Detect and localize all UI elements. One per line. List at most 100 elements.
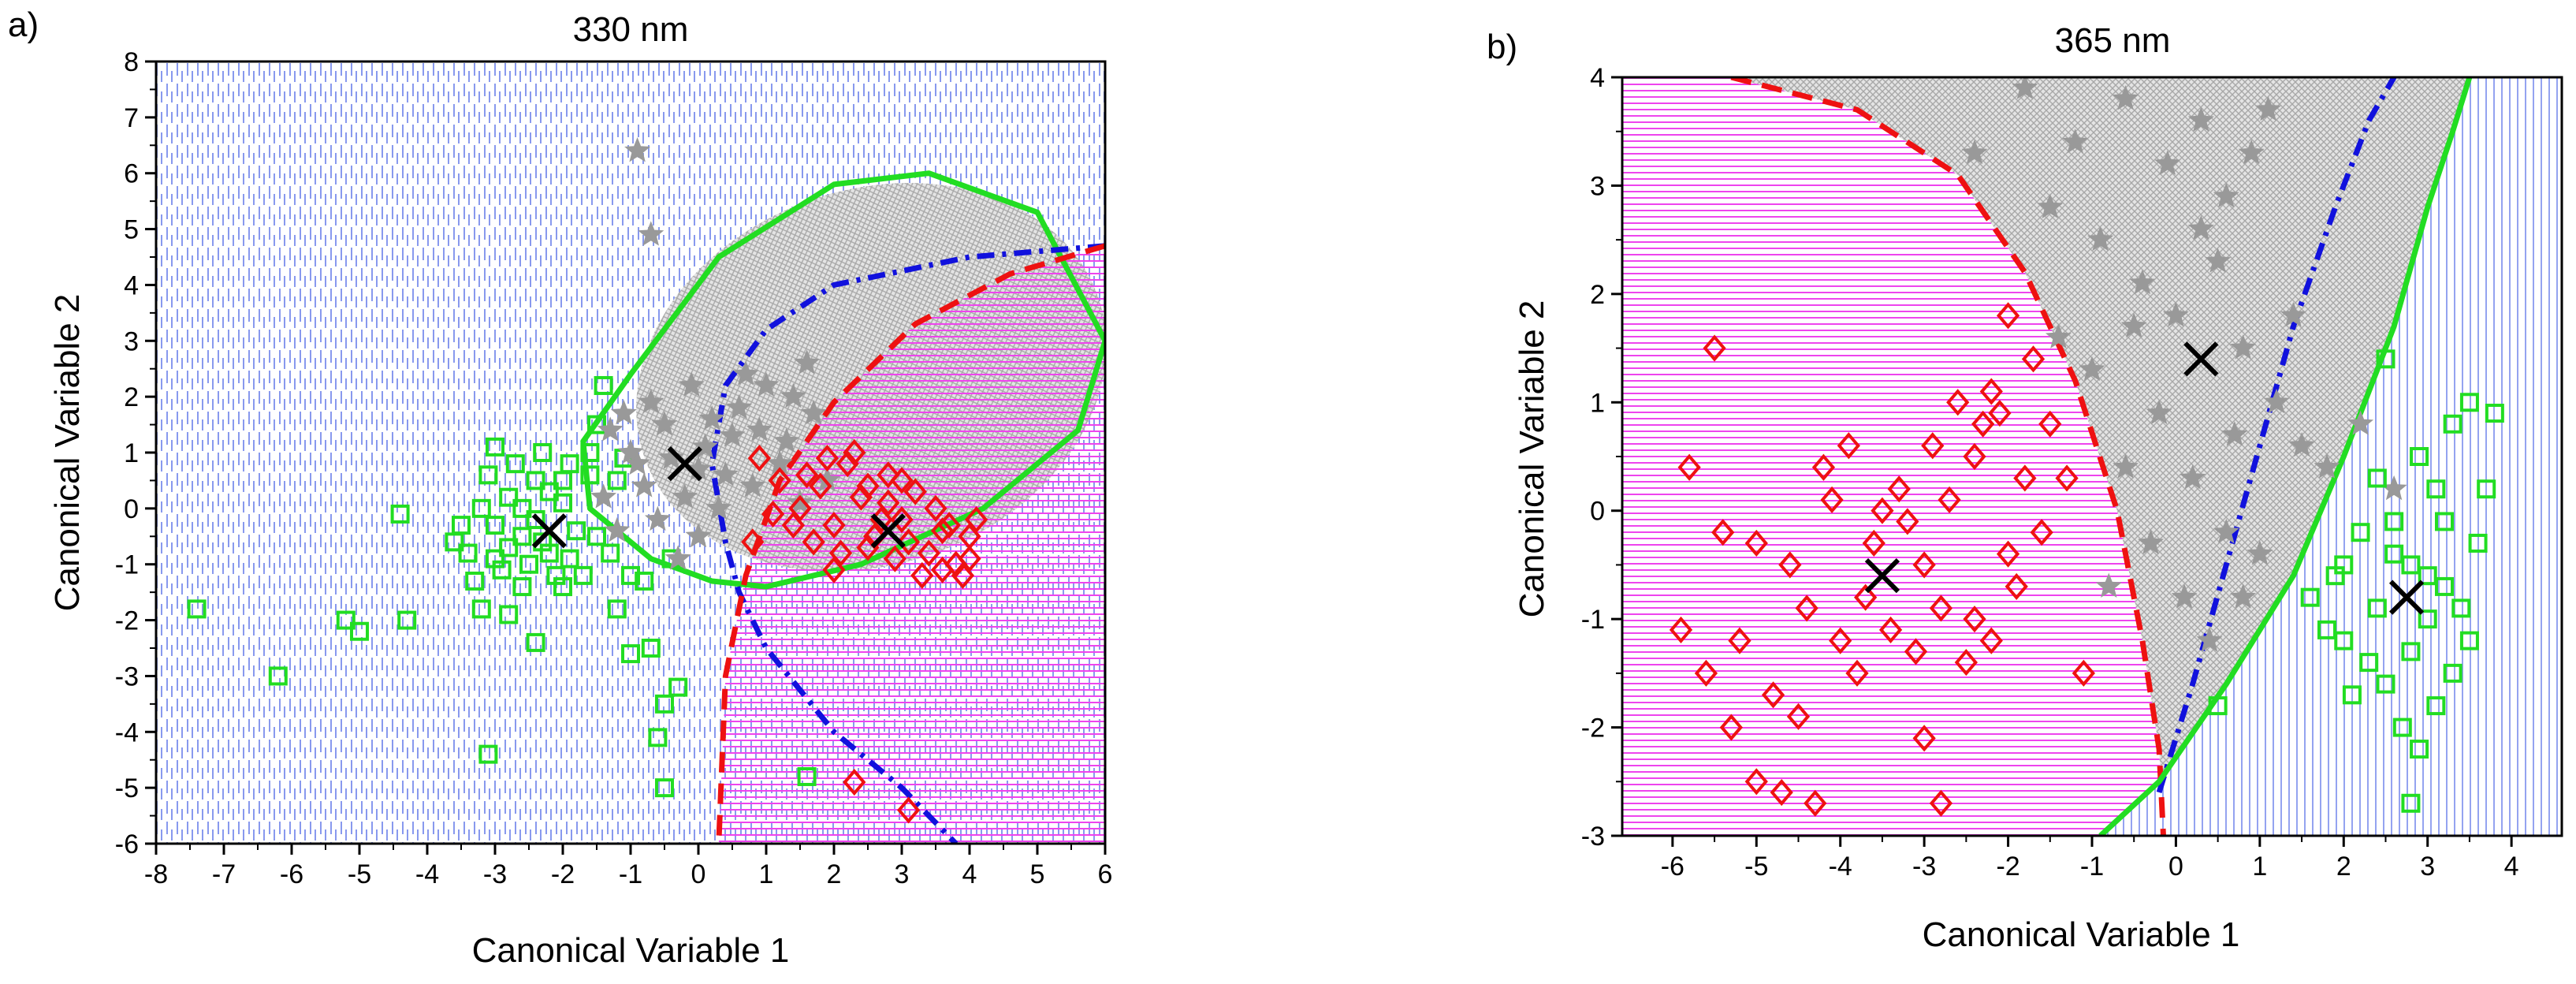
a-x-tick-label: -8 xyxy=(144,859,168,889)
b-star-point xyxy=(2062,129,2089,154)
a-x-tick-label: 2 xyxy=(827,859,842,889)
a-y-tick-label: 3 xyxy=(124,326,139,356)
b-x-tick-label: -3 xyxy=(1912,852,1936,882)
b-square-point xyxy=(2325,566,2345,586)
a-diamond-point xyxy=(910,561,934,589)
a-diamond-point xyxy=(836,450,859,478)
b-square-point xyxy=(2351,523,2370,542)
a-diamond-point xyxy=(822,556,846,583)
a-square-point xyxy=(512,527,532,546)
a-diamond-point xyxy=(741,528,765,556)
b-y-axis-label: Canonical Variable 2 xyxy=(1513,300,1551,618)
a-square-point xyxy=(635,571,654,591)
b-square-point xyxy=(2317,620,2336,639)
a-boundary-green-solid xyxy=(580,170,1105,590)
b-region-red xyxy=(1622,77,2164,836)
b-x-tick-label: -2 xyxy=(1996,852,2019,882)
a-square-point xyxy=(465,571,485,591)
b-diamond-point xyxy=(1770,778,1793,807)
a-star-point xyxy=(780,382,806,408)
b-square-point xyxy=(2468,533,2488,553)
a-y-tick-label: 1 xyxy=(124,438,139,468)
b-centroids xyxy=(1864,341,2425,615)
b-x-tick-label: -4 xyxy=(1829,852,1852,882)
a-square-point xyxy=(505,454,525,474)
b-diamond-point xyxy=(2072,659,2095,687)
a-diamond-point xyxy=(843,438,866,467)
a-region-red xyxy=(718,245,1105,844)
b-y-tick-label: 4 xyxy=(1590,63,1605,93)
a-diamond-point xyxy=(958,545,981,572)
b-star-point xyxy=(2213,182,2239,208)
panel-a: -8 -7 -6 -5 -4 -3 -2 -1 0 1 2 3 4 5 6 -6 -5 -4 -3 -2 -1 0 1 2 3 4… xyxy=(8,6,1113,970)
a-square-point xyxy=(397,610,417,630)
b-star-point xyxy=(2095,572,2122,598)
b-square-point xyxy=(2426,479,2446,499)
a-star-point xyxy=(631,472,657,498)
b-star-point xyxy=(2247,540,2273,565)
b-square-point xyxy=(2451,598,2471,618)
b-diamond-point xyxy=(1778,551,1802,579)
a-star-point xyxy=(651,411,678,436)
a-decision-regions xyxy=(156,62,1105,844)
b-star-point xyxy=(2171,583,2198,609)
b-y-tick-label: -3 xyxy=(1581,822,1605,852)
a-square-point xyxy=(512,577,532,597)
b-diamond-point xyxy=(2005,572,2028,600)
a-square-point xyxy=(519,554,538,574)
a-y-tick-label: -1 xyxy=(115,550,139,580)
b-star-point xyxy=(2037,193,2064,219)
b-boundary-green-solid xyxy=(2098,77,2473,836)
b-x-tick-label: 4 xyxy=(2504,852,2519,882)
b-y-tick-label: 1 xyxy=(1590,388,1605,418)
b-square-point xyxy=(2418,609,2437,629)
a-square-point xyxy=(478,744,498,764)
a-square-point xyxy=(499,605,519,624)
b-star-point xyxy=(2113,85,2139,110)
a-y-tick-label: 7 xyxy=(124,103,139,133)
b-star-point xyxy=(2221,421,2248,446)
a-square-point xyxy=(567,521,586,541)
b-diamond-point xyxy=(1804,789,1827,817)
a-star-point xyxy=(658,444,685,470)
a-diamond-point xyxy=(930,517,955,545)
b-diamond-point xyxy=(1988,399,2012,427)
b-diamond-point xyxy=(1862,529,1885,557)
a-star-point xyxy=(610,400,637,425)
b-star-point xyxy=(2230,583,2257,609)
a-star-point xyxy=(753,371,780,397)
b-star-point xyxy=(2263,388,2290,414)
a-square-point xyxy=(580,443,600,462)
b-star-point xyxy=(2238,139,2265,165)
b-x-tick-label: 2 xyxy=(2336,852,2351,882)
b-centroid-marker xyxy=(2388,580,2425,615)
a-square-point xyxy=(499,487,519,507)
a-axis-ticks: -8 -7 -6 -5 -4 -3 -2 -1 0 1 2 3 4 5 6 -6 -5 -4 -3 -2 -1 0 1 2 3 4… xyxy=(115,47,1113,889)
b-y-tick-label: 2 xyxy=(1590,280,1605,310)
b-centroid-marker xyxy=(2183,341,2219,377)
a-diamond-point xyxy=(822,512,846,539)
b-diamond-point xyxy=(1996,302,2020,330)
b-square-point xyxy=(2300,587,2320,607)
a-square-point xyxy=(587,415,606,434)
b-diamond-point xyxy=(1896,508,1919,535)
a-diamond-point xyxy=(877,489,900,516)
b-square-point xyxy=(2426,696,2446,716)
a-diamond-point xyxy=(802,528,825,556)
a-square-point xyxy=(539,482,559,501)
a-diamond-point xyxy=(883,545,907,572)
a-x-tick-label: 3 xyxy=(895,859,910,889)
b-star-point xyxy=(2162,301,2189,327)
a-star-point xyxy=(685,522,712,548)
b-star-point xyxy=(2012,77,2038,99)
b-star-point xyxy=(1961,139,1988,165)
a-square-point xyxy=(594,375,613,395)
a-y-tick-label: -3 xyxy=(115,662,139,691)
a-y-tick-label: 5 xyxy=(124,215,139,245)
b-x-tick-label: 3 xyxy=(2420,852,2435,882)
b-x-tick-label: 1 xyxy=(2252,852,2267,882)
a-y-tick-label: 0 xyxy=(124,494,139,524)
b-square-point xyxy=(2367,598,2387,618)
a-square-point xyxy=(471,498,491,518)
a-diamond-point xyxy=(937,512,961,539)
